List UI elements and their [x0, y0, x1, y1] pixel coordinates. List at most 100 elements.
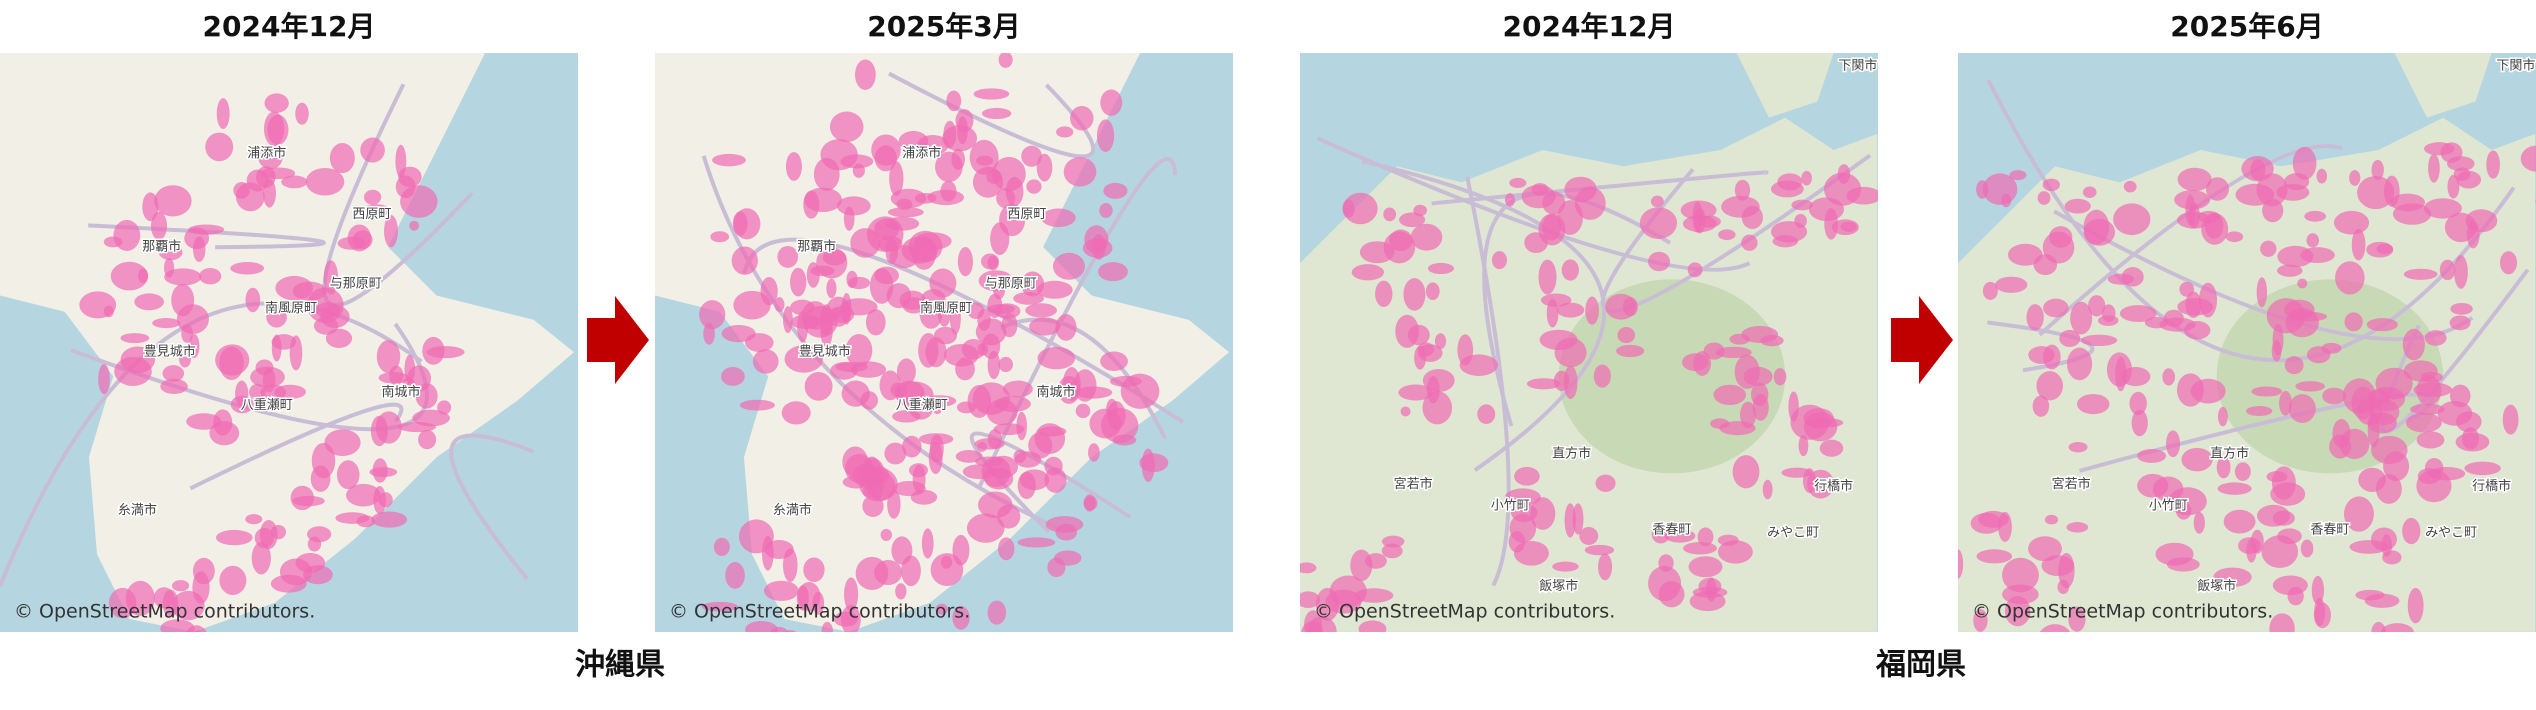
coverage: [974, 88, 1010, 99]
coverage: [377, 340, 400, 373]
coverage: [2262, 199, 2283, 222]
coverage: [1977, 549, 2013, 563]
coverage: [878, 236, 903, 252]
coverage: [875, 145, 897, 171]
coverage: [1056, 126, 1073, 137]
coverage: [1799, 435, 1809, 456]
coverage: [1713, 385, 1746, 405]
coverage: [1100, 89, 1122, 115]
coverage: [2122, 267, 2144, 286]
place-label: 行橋市: [2472, 478, 2511, 494]
coverage: [1733, 455, 1760, 488]
coverage: [1840, 222, 1856, 232]
attribution: © OpenStreetMap contributors.: [669, 601, 970, 623]
coverage: [866, 309, 886, 335]
coverage: [2344, 312, 2362, 331]
coverage: [1539, 260, 1557, 295]
coverage: [2289, 394, 2316, 423]
coverage: [1846, 187, 1881, 205]
coverage: [1509, 178, 1526, 188]
coverage: [2503, 405, 2519, 435]
place-label: 下関市: [2496, 57, 2535, 73]
coverage: [1046, 516, 1084, 533]
coverage: [217, 98, 230, 129]
coverage: [379, 372, 409, 384]
coverage: [154, 185, 191, 216]
coverage: [2321, 343, 2341, 354]
coverage: [1771, 221, 1807, 242]
coverage: [1735, 180, 1750, 201]
place-label: 小竹町: [1491, 498, 1530, 513]
coverage: [2088, 295, 2105, 316]
place-label: 豊見城市: [144, 344, 196, 360]
coverage: [822, 622, 833, 640]
place-label: 糸満市: [773, 502, 812, 518]
coverage: [2267, 298, 2306, 333]
coverage: [901, 555, 921, 586]
coverage: [398, 167, 421, 188]
coverage: [371, 511, 407, 527]
coverage: [2177, 212, 2211, 229]
coverage: [2083, 186, 2097, 197]
coverage: [1927, 582, 1959, 595]
coverage: [1003, 381, 1033, 398]
coverage: [330, 143, 355, 173]
place-label: 南風原町: [920, 300, 972, 316]
coverage: [2162, 368, 2175, 385]
coverage: [2424, 142, 2454, 155]
coverage: [977, 343, 988, 356]
coverage: [2322, 388, 2346, 405]
coverage: [2384, 176, 2400, 207]
coverage: [1704, 343, 1725, 360]
coverage: [1013, 292, 1044, 305]
coverage: [2450, 315, 2471, 330]
coverage: [2335, 261, 2365, 294]
coverage: [1809, 197, 1844, 221]
coverage: [171, 284, 194, 316]
coverage: [337, 460, 360, 489]
coverage: [926, 337, 947, 367]
coverage: [2297, 278, 2307, 288]
coverage: [1605, 294, 1636, 320]
coverage: [2300, 247, 2335, 263]
coverage: [2057, 580, 2069, 594]
coverage: [1477, 404, 1495, 424]
coverage: [172, 580, 189, 591]
coverage: [732, 246, 758, 274]
place-label: 飯塚市: [1539, 578, 1578, 594]
coverage: [2250, 159, 2265, 180]
coverage: [2277, 528, 2302, 544]
coverage: [113, 220, 140, 251]
coverage: [1015, 451, 1041, 467]
place-label: 糸満市: [118, 502, 157, 518]
coverage: [1492, 251, 1507, 269]
coverage: [1651, 196, 1664, 207]
place-label: 那覇市: [142, 239, 181, 255]
coverage: [2417, 431, 2445, 448]
coverage: [364, 190, 381, 205]
coverage: [314, 317, 338, 335]
coverage: [1088, 443, 1100, 462]
place-label: 直方市: [1552, 446, 1591, 462]
coverage: [721, 367, 745, 386]
coverage: [2447, 175, 2459, 199]
coverage: [2178, 168, 2212, 191]
coverage: [992, 157, 1026, 191]
coverage: [1689, 556, 1723, 577]
coverage: [1070, 106, 1093, 130]
coverage: [1688, 262, 1703, 277]
coverage: [1585, 297, 1599, 325]
coverage: [324, 429, 360, 456]
coverage: [1017, 537, 1055, 547]
coverage: [1617, 327, 1635, 343]
coverage: [911, 490, 937, 505]
coverage: [975, 438, 1005, 450]
coverage: [767, 702, 789, 706]
coverage: [1923, 556, 1953, 577]
coverage: [1029, 317, 1060, 335]
coverage: [1002, 313, 1018, 337]
coverage: [152, 318, 180, 328]
